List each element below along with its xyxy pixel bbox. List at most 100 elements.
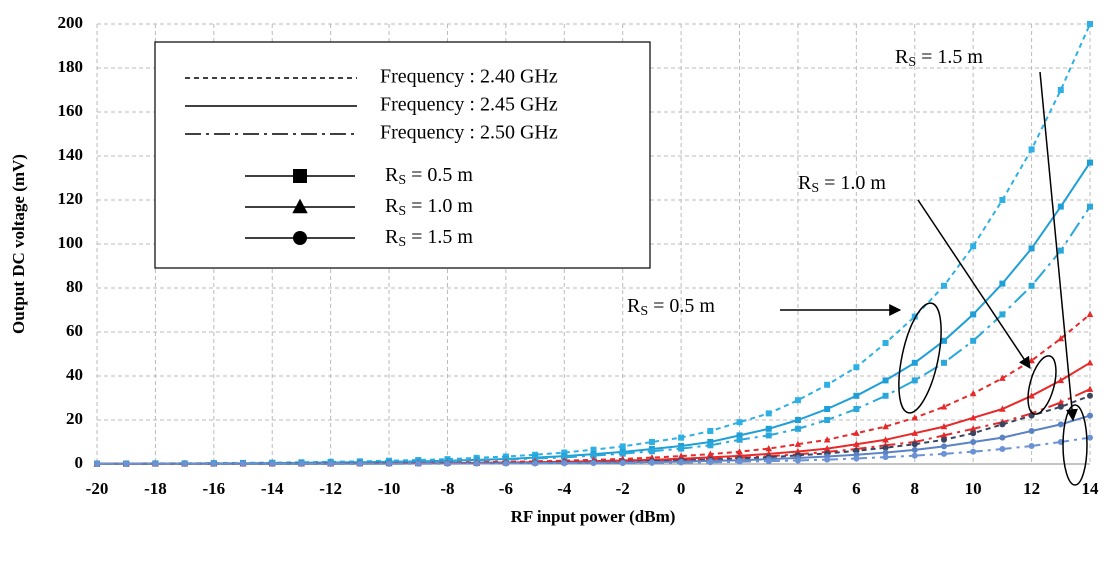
- ellipse: [898, 302, 942, 414]
- marker: [999, 311, 1006, 318]
- marker: [532, 460, 539, 467]
- marker: [970, 337, 977, 344]
- marker: [1057, 421, 1064, 428]
- marker: [736, 436, 743, 443]
- marker: [940, 359, 947, 366]
- marker: [824, 456, 831, 463]
- marker: [940, 450, 947, 457]
- marker: [707, 450, 714, 457]
- x-tick-label: 2: [735, 479, 744, 498]
- marker: [386, 460, 393, 467]
- marker: [823, 445, 831, 452]
- marker: [619, 443, 626, 450]
- marker: [1087, 412, 1093, 419]
- x-tick-label: -16: [202, 479, 225, 498]
- marker: [970, 439, 977, 445]
- marker: [94, 460, 100, 467]
- marker: [853, 364, 860, 371]
- y-tick-label: 160: [58, 101, 84, 120]
- marker: [736, 448, 743, 455]
- marker: [502, 460, 509, 467]
- y-tick-label: 200: [58, 13, 84, 32]
- x-tick-label: -6: [499, 479, 513, 498]
- ellipse: [1027, 355, 1057, 415]
- marker: [590, 452, 597, 459]
- marker: [940, 403, 948, 410]
- arrow: [1039, 71, 1078, 422]
- x-tick-label: 14: [1082, 479, 1100, 498]
- x-tick-label: -18: [144, 479, 167, 498]
- marker: [736, 419, 743, 426]
- marker: [999, 434, 1006, 441]
- marker: [1086, 385, 1094, 392]
- marker: [1028, 428, 1035, 434]
- marker: [999, 421, 1006, 428]
- legend-label: Frequency : 2.45 GHz: [380, 94, 558, 116]
- legend-label: RS = 1.0 m: [385, 195, 473, 220]
- marker: [590, 460, 597, 467]
- marker: [882, 444, 889, 451]
- marker: [561, 449, 568, 456]
- marker: [765, 445, 773, 452]
- x-tick-label: -4: [557, 479, 572, 498]
- marker: [999, 197, 1006, 203]
- marker: [999, 374, 1006, 381]
- x-tick-label: 12: [1023, 479, 1040, 498]
- marker: [794, 457, 801, 464]
- annotation: RS = 0.5 m: [627, 295, 715, 320]
- marker: [765, 458, 772, 465]
- arrow: [917, 199, 1031, 369]
- marker: [882, 436, 889, 443]
- marker: [940, 443, 947, 450]
- marker: [240, 460, 247, 467]
- marker: [969, 425, 977, 432]
- marker: [678, 445, 685, 452]
- marker: [824, 406, 831, 412]
- marker: [882, 423, 889, 430]
- marker: [1057, 87, 1064, 93]
- marker: [999, 446, 1006, 453]
- marker: [561, 460, 568, 467]
- marker: [152, 460, 159, 467]
- marker: [853, 429, 860, 436]
- marker: [794, 440, 802, 447]
- plot: [93, 21, 1094, 467]
- marker: [1086, 359, 1094, 366]
- marker: [765, 410, 772, 417]
- marker: [707, 428, 714, 434]
- marker: [970, 448, 977, 455]
- marker: [882, 377, 889, 384]
- x-tick-label: 6: [852, 479, 861, 498]
- legend-label: RS = 0.5 m: [385, 164, 473, 189]
- legend-label: Frequency : 2.40 GHz: [380, 66, 558, 88]
- marker: [765, 425, 772, 432]
- annotation: RS = 1.0 m: [798, 172, 886, 197]
- marker: [707, 459, 714, 466]
- marker: [940, 436, 947, 443]
- marker: [1057, 398, 1065, 406]
- marker: [293, 231, 307, 245]
- marker: [794, 397, 801, 404]
- y-tick-label: 60: [66, 321, 83, 340]
- y-axis-title: Output DC voltage (mV): [9, 154, 28, 334]
- marker: [940, 431, 948, 439]
- marker: [882, 392, 889, 399]
- marker: [824, 381, 831, 388]
- marker: [1057, 203, 1064, 210]
- marker: [794, 417, 801, 423]
- marker: [882, 340, 889, 346]
- y-tick-label: 0: [75, 453, 84, 472]
- marker: [1028, 146, 1035, 153]
- legend-label: RS = 1.5 m: [385, 226, 473, 251]
- marker: [999, 405, 1006, 412]
- x-tick-label: 8: [911, 479, 920, 498]
- marker: [824, 417, 831, 423]
- marker: [999, 280, 1006, 287]
- marker: [415, 460, 422, 467]
- marker: [1087, 203, 1093, 210]
- marker: [293, 169, 307, 183]
- marker: [648, 448, 655, 455]
- y-tick-label: 120: [58, 189, 84, 208]
- marker: [1086, 310, 1094, 318]
- marker: [1028, 392, 1035, 399]
